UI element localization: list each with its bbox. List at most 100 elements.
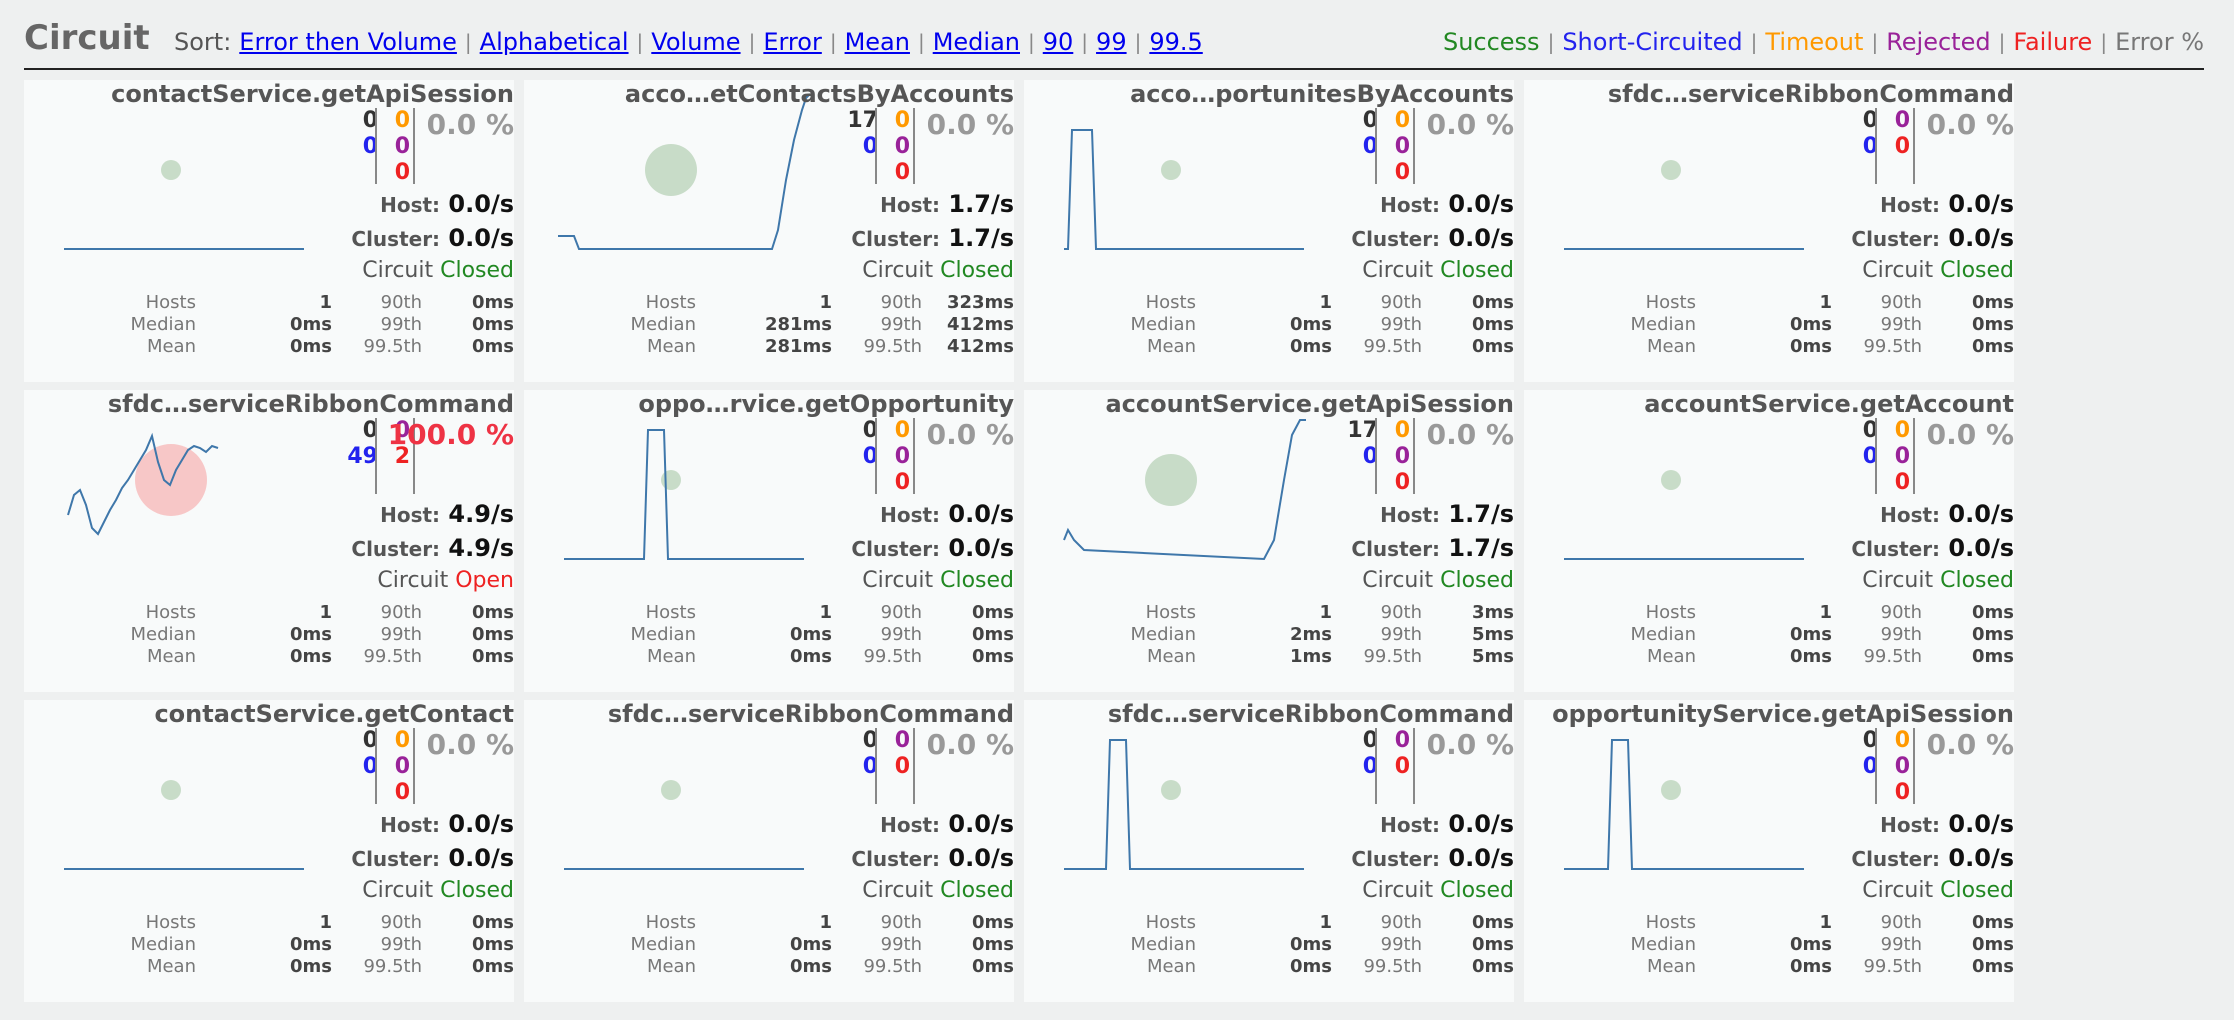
sort-volume-link[interactable]: Volume [651, 28, 741, 56]
p99-value: 0ms [972, 934, 1014, 955]
sort-error-then-volume-link[interactable]: Error then Volume [239, 28, 457, 56]
circuit-panel[interactable]: acco…portunitesByAccounts 0 0 0 0 0 0.0 … [1024, 80, 1514, 382]
sort-median-link[interactable]: Median [932, 28, 1020, 56]
stats-row: Hosts 1 90th 3ms [1024, 602, 1514, 624]
host-rate: Host: 1.7/s [880, 190, 1014, 218]
success-count: 0 [1362, 108, 1378, 133]
hosts-value: 1 [1819, 912, 1832, 933]
circuit-panel[interactable]: contactService.getContact 0 0 0 0 0 0.0 … [24, 700, 514, 1002]
p99-5-value: 0ms [472, 336, 514, 357]
cluster-rate: Cluster: 0.0/s [851, 534, 1014, 562]
traffic-sparkline [564, 429, 804, 560]
circuit-panel[interactable]: sfdc…serviceRibbonCommand 0 0 0 0 0.0 % … [524, 700, 1014, 1002]
short-circuited-count: 0 [1362, 754, 1378, 779]
host-rate-label: Host: [1380, 813, 1441, 837]
request-counts: 0 0 0 0 0 0.0 % [754, 418, 1014, 495]
hosts-label: Hosts [1145, 602, 1196, 623]
p99-value: 0ms [1472, 314, 1514, 335]
stats-row: Median 281ms 99th 412ms [524, 314, 1014, 336]
host-rate-value: 0.0/s [1448, 810, 1514, 838]
stats-row: Hosts 1 90th 0ms [524, 912, 1014, 934]
host-rate-label: Host: [880, 503, 941, 527]
stats-row: Median 0ms 99th 0ms [1524, 624, 2014, 646]
traffic-sparkline [67, 432, 219, 536]
error-percentage: 0.0 % [1426, 418, 1514, 451]
cluster-rate-label: Cluster: [351, 847, 441, 871]
divider [1913, 728, 1915, 804]
sort-error-link[interactable]: Error [763, 28, 822, 56]
p90-label: 90th [1380, 292, 1422, 313]
divider [413, 108, 415, 184]
p99-value: 0ms [1972, 314, 2014, 335]
circuit-panel[interactable]: opportunityService.getApiSession 0 0 0 0… [1524, 700, 2014, 1002]
success-count: 0 [862, 418, 878, 443]
p99-5-label: 99.5th [863, 956, 922, 977]
p99-5-label: 99.5th [1863, 956, 1922, 977]
cluster-rate-label: Cluster: [1351, 537, 1441, 561]
circuit-status: Circuit Closed [1362, 258, 1514, 283]
host-rate-label: Host: [880, 193, 941, 217]
p99-5-value: 0ms [1972, 646, 2014, 667]
cluster-rate-value: 0.0/s [1948, 534, 2014, 562]
divider [1375, 728, 1377, 804]
p99-label: 99th [380, 314, 422, 335]
sort-alphabetical-link[interactable]: Alphabetical [479, 28, 629, 56]
host-rate: Host: 0.0/s [880, 500, 1014, 528]
legend-rejected: Rejected [1886, 28, 1991, 56]
circuit-status-label: Circuit [1862, 258, 1934, 283]
divider [1413, 728, 1415, 804]
legend-timeout: Timeout [1765, 28, 1864, 56]
cluster-rate-label: Cluster: [851, 537, 941, 561]
traffic-sparkline [1564, 470, 1804, 560]
circuit-status: Circuit Closed [1362, 568, 1514, 593]
traffic-sparkline [1064, 129, 1304, 250]
circuit-panel[interactable]: acco…etContactsByAccounts 17 0 0 0 0 0.0… [524, 80, 1014, 382]
median-value: 0ms [290, 934, 332, 955]
host-rate-value: 0.0/s [1948, 500, 2014, 528]
sort-99-link[interactable]: 99 [1096, 28, 1127, 56]
host-rate: Host: 0.0/s [1880, 500, 2014, 528]
cluster-rate-value: 4.9/s [448, 534, 514, 562]
host-rate: Host: 0.0/s [1880, 810, 2014, 838]
divider [1875, 418, 1877, 494]
circuit-status-label: Circuit [362, 258, 434, 283]
stats-row: Mean 0ms 99.5th 0ms [1524, 336, 2014, 358]
cluster-rate-value: 1.7/s [1448, 534, 1514, 562]
median-label: Median [130, 624, 196, 645]
sort-99-5-link[interactable]: 99.5 [1149, 28, 1203, 56]
circuit-panel[interactable]: sfdc…serviceRibbonCommand 0 0 0 0 0.0 % … [1024, 700, 1514, 1002]
sort-90-link[interactable]: 90 [1042, 28, 1074, 56]
success-count: 0 [1862, 108, 1878, 133]
divider: | [917, 30, 925, 54]
error-percentage: 0.0 % [926, 728, 1014, 761]
circuit-panel[interactable]: accountService.getApiSession 17 0 0 0 0 … [1024, 390, 1514, 692]
error-percentage: 0.0 % [1926, 108, 2014, 141]
host-rate: Host: 0.0/s [1380, 810, 1514, 838]
stats-row: Mean 0ms 99.5th 0ms [24, 956, 514, 978]
cluster-rate: Cluster: 4.9/s [351, 534, 514, 562]
success-count: 0 [1362, 728, 1378, 753]
short-circuited-count: 0 [362, 134, 378, 159]
circuit-panel[interactable]: sfdc…serviceRibbonCommand 0 0 0 0 0.0 % … [1524, 80, 2014, 382]
median-value: 0ms [290, 624, 332, 645]
legend-success: Success [1442, 28, 1540, 56]
rejected-count: 0 [394, 754, 410, 779]
mean-label: Mean [1646, 336, 1696, 357]
health-bubble [1161, 780, 1181, 800]
circuit-panel[interactable]: contactService.getApiSession 0 0 0 0 0 0… [24, 80, 514, 382]
mean-label: Mean [1146, 336, 1196, 357]
circuit-panel[interactable]: accountService.getAccount 0 0 0 0 0 0.0 … [1524, 390, 2014, 692]
circuit-status: Circuit Closed [1862, 878, 2014, 903]
divider: | [1750, 30, 1758, 54]
host-rate: Host: 4.9/s [380, 500, 514, 528]
sort-mean-link[interactable]: Mean [844, 28, 910, 56]
mean-value: 0ms [290, 646, 332, 667]
circuit-panel[interactable]: oppo…rvice.getOpportunity 0 0 0 0 0 0.0 … [524, 390, 1014, 692]
hosts-label: Hosts [145, 602, 196, 623]
request-counts: 0 0 0 0 0 0.0 % [1254, 108, 1514, 185]
p99-value: 5ms [1472, 624, 1514, 645]
circuit-status: Circuit Closed [1862, 258, 2014, 283]
p99-5-value: 0ms [472, 646, 514, 667]
cluster-rate-label: Cluster: [1851, 847, 1941, 871]
circuit-panel[interactable]: sfdc…serviceRibbonCommand 0 49 0 2 100.0… [24, 390, 514, 692]
